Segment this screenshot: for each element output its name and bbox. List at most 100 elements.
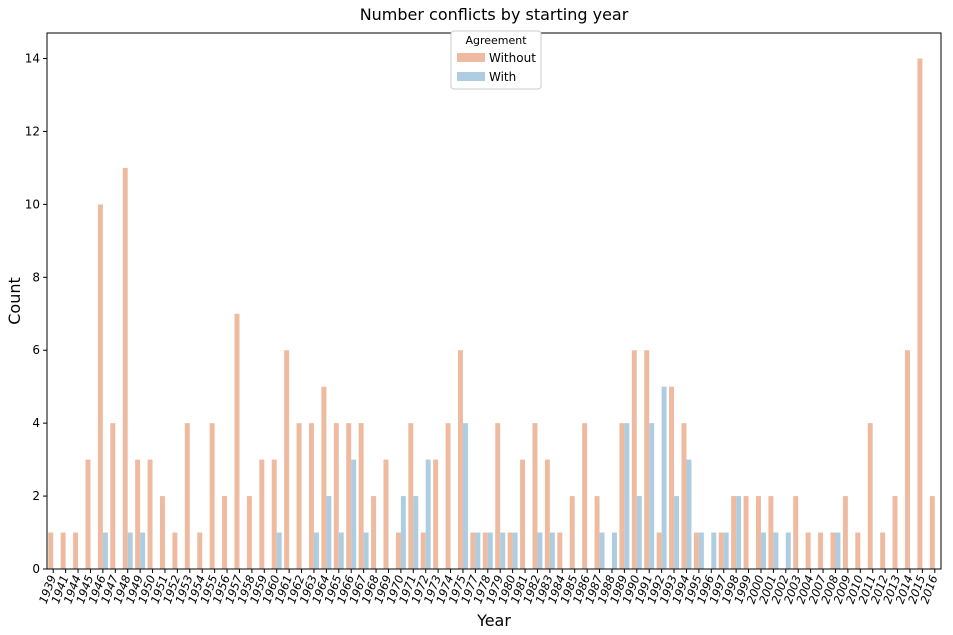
bar-without-1956 <box>222 496 228 569</box>
legend-label-with: With <box>489 70 516 84</box>
bars <box>48 58 935 570</box>
bar-without-1962 <box>296 423 302 569</box>
bar-without-1950 <box>147 459 153 569</box>
bar-without-1978 <box>482 532 488 569</box>
bar-with-1949 <box>140 532 146 569</box>
y-tick-label: 14 <box>25 52 40 66</box>
bar-without-2011 <box>867 423 873 569</box>
bar-without-1958 <box>246 496 252 569</box>
bar-without-1963 <box>308 423 314 569</box>
bar-without-1973 <box>433 459 439 569</box>
bar-with-1987 <box>599 532 605 569</box>
bar-with-1967 <box>363 532 369 569</box>
bar-without-1980 <box>507 532 513 569</box>
bar-with-1966 <box>351 459 357 569</box>
bar-without-2012 <box>880 532 886 569</box>
bar-with-1970 <box>400 496 406 569</box>
bar-without-1969 <box>383 459 389 569</box>
bar-with-1998 <box>736 496 742 569</box>
bar-without-1967 <box>358 423 364 569</box>
bar-with-1971 <box>413 496 419 569</box>
bar-with-1992 <box>661 386 667 569</box>
bar-with-1963 <box>313 532 319 569</box>
bar-without-1972 <box>420 532 426 569</box>
bar-without-2003 <box>793 496 799 569</box>
bar-without-1979 <box>495 423 501 569</box>
bar-with-1996 <box>711 532 717 569</box>
bar-with-1989 <box>624 423 630 569</box>
bar-without-2007 <box>818 532 824 569</box>
y-tick-label: 10 <box>25 197 40 211</box>
bar-without-2010 <box>855 532 861 569</box>
bar-without-1975 <box>457 350 463 569</box>
bar-with-1960 <box>276 532 282 569</box>
bar-without-1990 <box>631 350 637 569</box>
plot-frame <box>46 32 942 570</box>
bar-without-1959 <box>259 459 265 569</box>
bar-without-1939 <box>48 532 54 569</box>
legend-swatch-with <box>457 72 485 81</box>
bar-without-1944 <box>73 532 79 569</box>
bar-without-1984 <box>557 532 563 569</box>
bar-without-1955 <box>209 423 215 569</box>
bar-without-1987 <box>594 496 600 569</box>
bar-without-1961 <box>284 350 290 569</box>
bar-without-1970 <box>395 532 401 569</box>
bar-without-2016 <box>929 496 935 569</box>
legend-title: Agreement <box>465 34 527 47</box>
bar-without-2009 <box>842 496 848 569</box>
bar-without-1971 <box>408 423 414 569</box>
bar-without-1952 <box>172 532 178 569</box>
bar-without-1954 <box>197 532 203 569</box>
bar-without-1946 <box>97 204 103 569</box>
bar-without-2013 <box>892 496 898 569</box>
bar-with-1975 <box>462 423 468 569</box>
bar-without-1991 <box>644 350 650 569</box>
x-axis: 1939194119441945194619471948194919501951… <box>36 569 941 606</box>
bar-without-1995 <box>693 532 699 569</box>
bar-without-1966 <box>346 423 352 569</box>
bar-without-1986 <box>582 423 588 569</box>
bar-with-1946 <box>102 532 108 569</box>
y-tick-label: 2 <box>32 489 40 503</box>
bar-without-2004 <box>805 532 811 569</box>
bar-with-1995 <box>698 532 704 569</box>
y-axis: 0 2 4 6 8 10 12 14 <box>25 52 47 576</box>
bar-without-1945 <box>85 459 91 569</box>
bar-with-1991 <box>649 423 655 569</box>
bar-without-1964 <box>321 386 327 569</box>
bar-without-1947 <box>110 423 116 569</box>
bar-with-1964 <box>326 496 332 569</box>
y-tick-label: 8 <box>32 270 40 284</box>
legend: Agreement Without With <box>450 30 542 90</box>
x-axis-label: Year <box>476 611 511 630</box>
bar-without-1981 <box>520 459 526 569</box>
bar-with-1948 <box>127 532 133 569</box>
bar-without-1998 <box>731 496 737 569</box>
bar-with-1980 <box>512 532 518 569</box>
bar-with-1990 <box>636 496 642 569</box>
bar-without-1974 <box>445 423 451 569</box>
bar-without-2001 <box>768 496 774 569</box>
bar-without-2008 <box>830 532 836 569</box>
y-tick-label: 0 <box>32 562 40 576</box>
bar-without-2000 <box>755 496 761 569</box>
bar-with-1979 <box>500 532 506 569</box>
bar-with-2008 <box>835 532 841 569</box>
bar-without-1999 <box>743 496 749 569</box>
bar-without-1960 <box>271 459 277 569</box>
bar-without-1985 <box>569 496 575 569</box>
y-tick-label: 4 <box>32 416 40 430</box>
bar-without-1983 <box>544 459 550 569</box>
legend-label-without: Without <box>489 51 536 65</box>
bar-without-1977 <box>470 532 476 569</box>
legend-swatch-without <box>457 53 485 62</box>
bar-with-1997 <box>723 532 729 569</box>
bar-with-1993 <box>674 496 680 569</box>
bar-with-1988 <box>611 532 617 569</box>
chart-title: Number conflicts by starting year <box>360 5 629 24</box>
bar-with-1972 <box>425 459 431 569</box>
y-axis-label: Count <box>5 277 24 325</box>
bar-without-1957 <box>234 313 240 569</box>
